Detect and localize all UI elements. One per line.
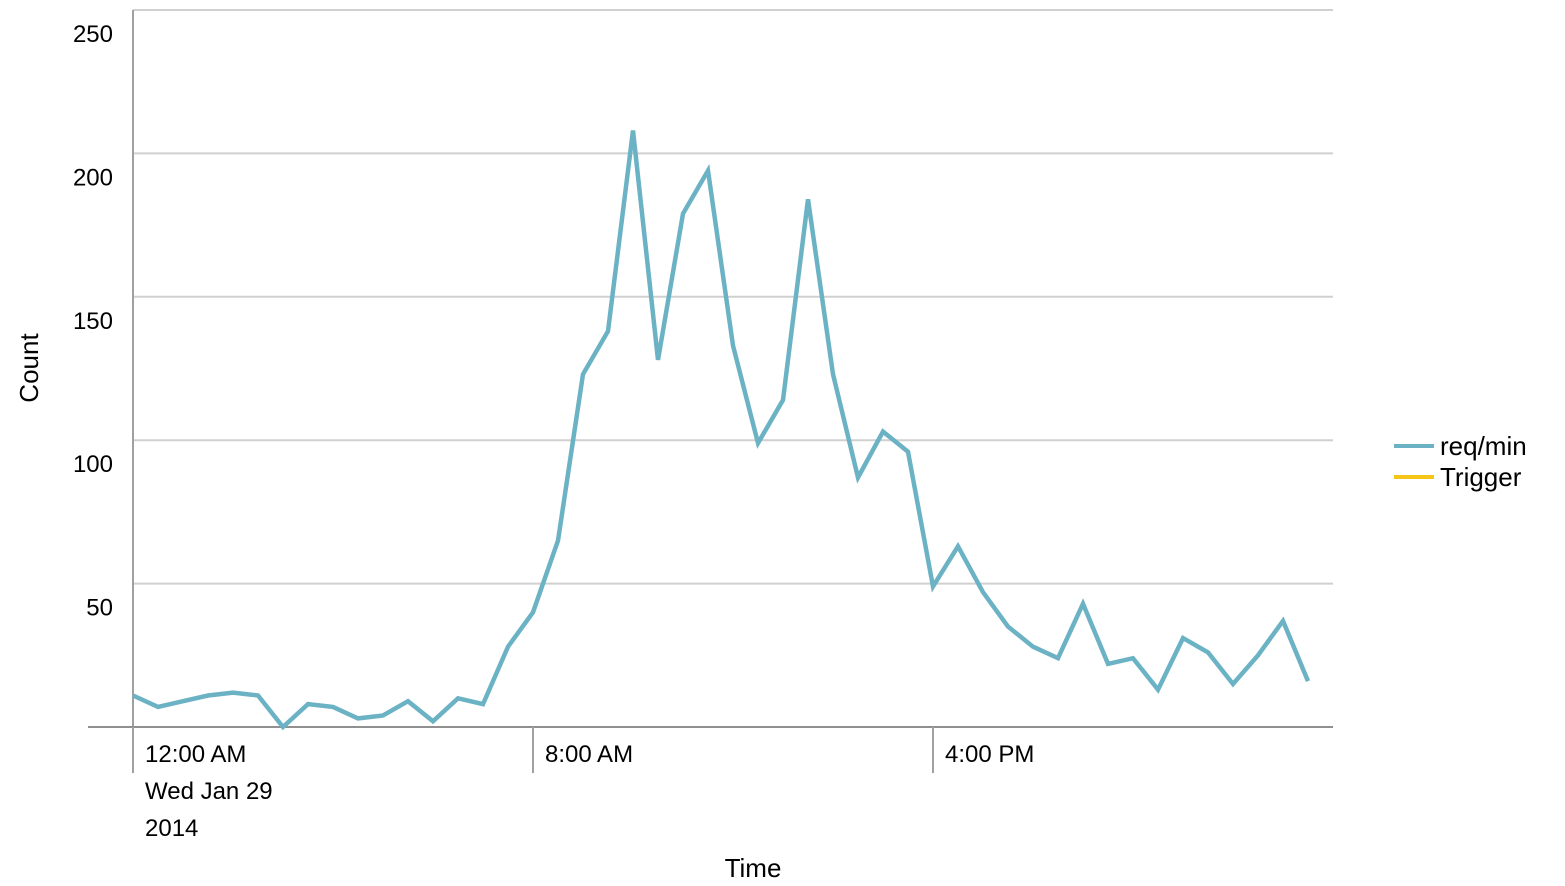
y-tick-label: 150 <box>73 308 113 335</box>
x-axis-title: Time <box>725 853 782 883</box>
y-tick-labels: 50 100 150 200 250 <box>73 21 113 622</box>
series-lines <box>132 130 1311 731</box>
x-tick-label: 12:00 AM <box>145 741 246 768</box>
y-tick-label: 100 <box>73 451 113 478</box>
gridlines <box>133 9 1333 585</box>
legend-entry: req/min <box>1440 431 1527 461</box>
y-tick-label: 200 <box>73 164 113 191</box>
y-tick-label: 250 <box>73 21 113 48</box>
x-tick-label: 8:00 AM <box>545 741 633 768</box>
series-line <box>132 130 1311 731</box>
x-tick-label: 4:00 PM <box>945 741 1034 768</box>
x-tick-label: Wed Jan 29 <box>145 778 273 805</box>
axes <box>88 10 1333 773</box>
y-axis-title: Count <box>14 333 44 403</box>
x-tick-label: 2014 <box>145 815 198 842</box>
y-tick-label: 50 <box>86 595 113 622</box>
x-tick-labels: 12:00 AM Wed Jan 29 2014 8:00 AM 4:00 PM <box>132 727 1034 842</box>
legend-entry: Trigger <box>1440 462 1522 492</box>
